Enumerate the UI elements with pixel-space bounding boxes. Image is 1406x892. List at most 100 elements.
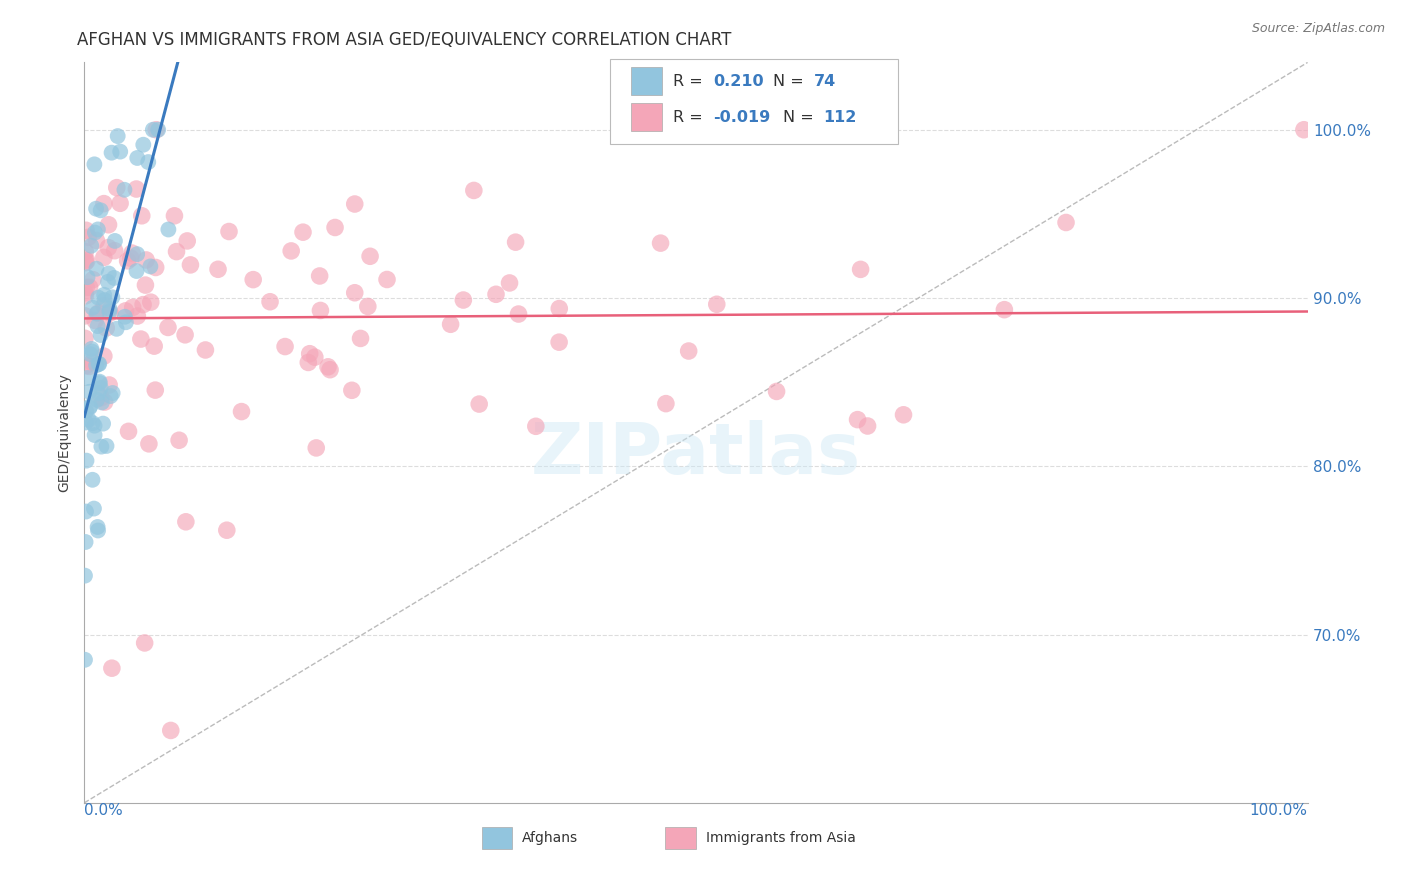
Point: [100, 389, 122, 403]
Point: [259, 294, 281, 309]
Point: [73, 568, 96, 582]
Point: [87, 291, 110, 305]
Point: [79, 400, 101, 414]
Bar: [631, 67, 662, 95]
Point: [73, 331, 96, 345]
Point: [82, 473, 104, 487]
Text: R =: R =: [672, 74, 707, 88]
Point: [93, 293, 115, 307]
Point: [107, 129, 129, 144]
Point: [127, 151, 149, 165]
Text: -0.019: -0.019: [713, 110, 770, 125]
Point: [163, 209, 186, 223]
Point: [292, 225, 315, 239]
Point: [89, 375, 111, 389]
Point: [76, 453, 98, 467]
Point: [127, 247, 149, 261]
Point: [96, 321, 118, 335]
Text: 0.0%: 0.0%: [84, 803, 124, 818]
Point: [101, 386, 124, 401]
Point: [93, 251, 115, 265]
Point: [145, 122, 167, 136]
Point: [179, 258, 201, 272]
Point: [93, 349, 115, 363]
Point: [75, 280, 97, 294]
Point: [77, 412, 100, 426]
Point: [856, 419, 879, 434]
Point: [108, 196, 131, 211]
Point: [655, 397, 678, 411]
Point: [87, 386, 110, 401]
Point: [174, 327, 197, 342]
Point: [143, 339, 166, 353]
Point: [485, 287, 508, 301]
Text: ZIPatlas: ZIPatlas: [531, 420, 860, 490]
Bar: [631, 103, 662, 131]
Point: [84, 202, 107, 216]
Point: [75, 535, 97, 549]
Point: [136, 155, 159, 169]
Point: [309, 303, 332, 318]
Point: [90, 328, 112, 343]
Point: [132, 298, 155, 312]
Point: [84, 313, 107, 327]
Point: [77, 359, 100, 374]
Point: [176, 234, 198, 248]
Point: [75, 223, 97, 237]
Point: [993, 302, 1015, 317]
Point: [98, 306, 121, 320]
Point: [343, 197, 366, 211]
Point: [84, 226, 107, 240]
Point: [231, 404, 253, 418]
Point: [127, 309, 149, 323]
Point: [91, 417, 114, 431]
Point: [75, 416, 97, 430]
Text: 112: 112: [823, 110, 856, 125]
Text: 100.0%: 100.0%: [1250, 803, 1308, 818]
Point: [166, 244, 188, 259]
Point: [90, 203, 112, 218]
Point: [274, 340, 297, 354]
Point: [87, 306, 110, 320]
Point: [79, 401, 101, 415]
Point: [131, 209, 153, 223]
Point: [1054, 215, 1077, 229]
Point: [90, 381, 112, 395]
Point: [505, 235, 527, 249]
Point: [76, 253, 98, 268]
Text: Immigrants from Asia: Immigrants from Asia: [706, 830, 856, 845]
Point: [76, 270, 98, 285]
Point: [79, 280, 101, 294]
Point: [242, 272, 264, 286]
Point: [87, 222, 110, 236]
Point: [139, 260, 162, 274]
Point: [468, 397, 491, 411]
Point: [105, 180, 128, 194]
Point: [75, 359, 97, 373]
Point: [97, 218, 120, 232]
Point: [93, 287, 115, 301]
Point: [706, 297, 728, 311]
Point: [87, 524, 110, 538]
Point: [86, 234, 108, 248]
Point: [359, 249, 381, 263]
Point: [138, 437, 160, 451]
Point: [75, 504, 97, 518]
Point: [139, 295, 162, 310]
Point: [80, 344, 103, 359]
Point: [80, 342, 103, 356]
Point: [194, 343, 217, 357]
Point: [73, 309, 96, 323]
Point: [304, 350, 326, 364]
Point: [132, 137, 155, 152]
Point: [215, 523, 238, 537]
Point: [108, 145, 131, 159]
Point: [76, 371, 98, 385]
Text: Source: ZipAtlas.com: Source: ZipAtlas.com: [1251, 22, 1385, 36]
Point: [146, 122, 169, 136]
Point: [90, 391, 112, 405]
Y-axis label: GED/Equivalency: GED/Equivalency: [58, 373, 72, 492]
Point: [439, 318, 461, 332]
Point: [463, 183, 485, 197]
Point: [678, 344, 700, 359]
